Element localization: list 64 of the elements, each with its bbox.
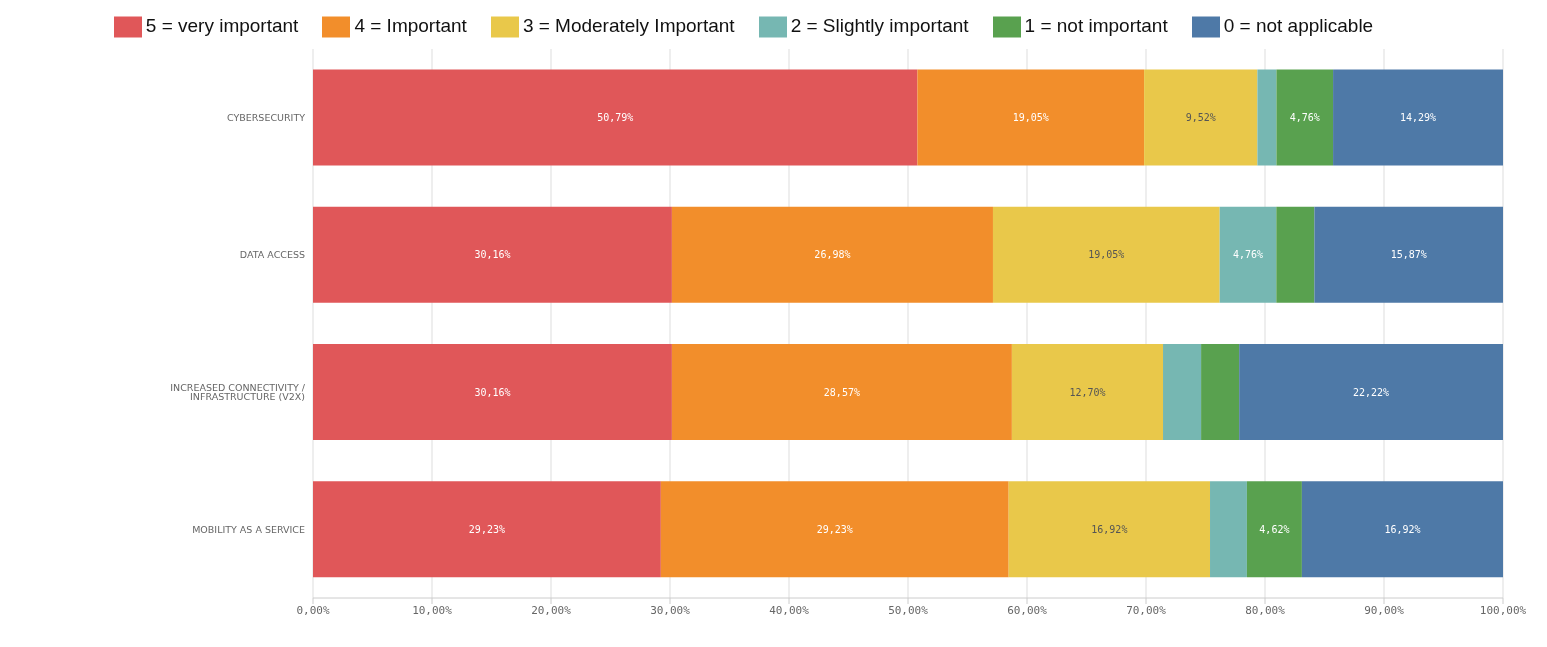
legend-label: 3 = Moderately Important <box>522 15 735 37</box>
data-label: 26,98% <box>814 249 851 261</box>
x-tick-label: 30,00% <box>650 603 691 617</box>
bar <box>1239 344 1503 441</box>
x-tick-label: 20,00% <box>531 603 572 617</box>
data-label: 4,76% <box>1232 249 1264 261</box>
bar <box>1246 481 1302 578</box>
bar <box>313 69 918 166</box>
x-tick-label: 80,00% <box>1245 603 1286 617</box>
bar <box>1257 69 1277 166</box>
bar <box>671 206 993 303</box>
data-label: 12,70% <box>1069 386 1106 398</box>
bar <box>1201 344 1240 441</box>
legend-label: 0 = not applicable <box>1223 15 1374 37</box>
bar <box>1163 344 1202 441</box>
bar <box>1011 344 1164 441</box>
bar <box>671 344 1012 441</box>
data-label: 29,23% <box>816 523 853 535</box>
x-tick-label: 90,00% <box>1364 603 1405 617</box>
bar <box>1276 69 1334 166</box>
data-label: 14,29% <box>1399 112 1437 124</box>
y-tick-label: INCREASED CONNECTIVITY / INFRASTRUCTURE (V2X) <box>170 381 306 403</box>
data-label: 19,05% <box>1088 249 1125 261</box>
bar <box>1219 206 1277 303</box>
bar <box>1276 206 1315 303</box>
bar <box>1333 69 1503 166</box>
x-tick-label: 60,00% <box>1007 603 1048 617</box>
data-label: 15,87% <box>1390 249 1427 261</box>
bar <box>1210 481 1247 578</box>
bar <box>313 481 661 578</box>
bar <box>313 206 672 303</box>
data-label: 16,92% <box>1384 523 1421 535</box>
y-tick-label: CYBERSECURITY <box>226 112 306 123</box>
bar <box>1008 481 1211 578</box>
data-label: 19,05% <box>1012 112 1049 124</box>
data-label: 4,76% <box>1289 112 1320 124</box>
bar <box>917 69 1145 166</box>
data-label: 50,79% <box>597 112 634 124</box>
bar <box>1144 69 1258 166</box>
x-tick-label: 10,00% <box>412 603 453 617</box>
x-tick-label: 0,00% <box>296 603 330 617</box>
data-label: 29,23% <box>468 523 505 535</box>
data-label: 30,16% <box>474 386 511 398</box>
x-tick-label: 50,00% <box>888 603 929 617</box>
legend-label: 5 = very important <box>145 15 299 37</box>
legend-label: 4 = Important <box>354 15 467 37</box>
data-label: 9,52% <box>1185 112 1216 124</box>
y-tick-label: MOBILITY AS A SERVICE <box>192 523 305 535</box>
y-tick-label: DATA ACCESS <box>239 249 305 261</box>
data-label: 22,22% <box>1353 386 1390 398</box>
bar <box>1301 481 1503 578</box>
bar <box>313 344 672 441</box>
x-tick-label: 70,00% <box>1126 603 1167 617</box>
x-tick-label: 100,00% <box>1479 603 1527 617</box>
data-label: 16,92% <box>1091 523 1128 535</box>
data-label: 4,62% <box>1259 523 1290 535</box>
legend-label: 2 = Slightly important <box>790 15 969 37</box>
data-label: 30,16% <box>474 249 511 261</box>
legend-label: 1 = not important <box>1024 15 1168 37</box>
bar <box>992 206 1220 303</box>
bar <box>660 481 1009 578</box>
bar <box>1314 206 1503 303</box>
data-label: 28,57% <box>823 386 860 398</box>
x-tick-label: 40,00% <box>769 603 810 617</box>
